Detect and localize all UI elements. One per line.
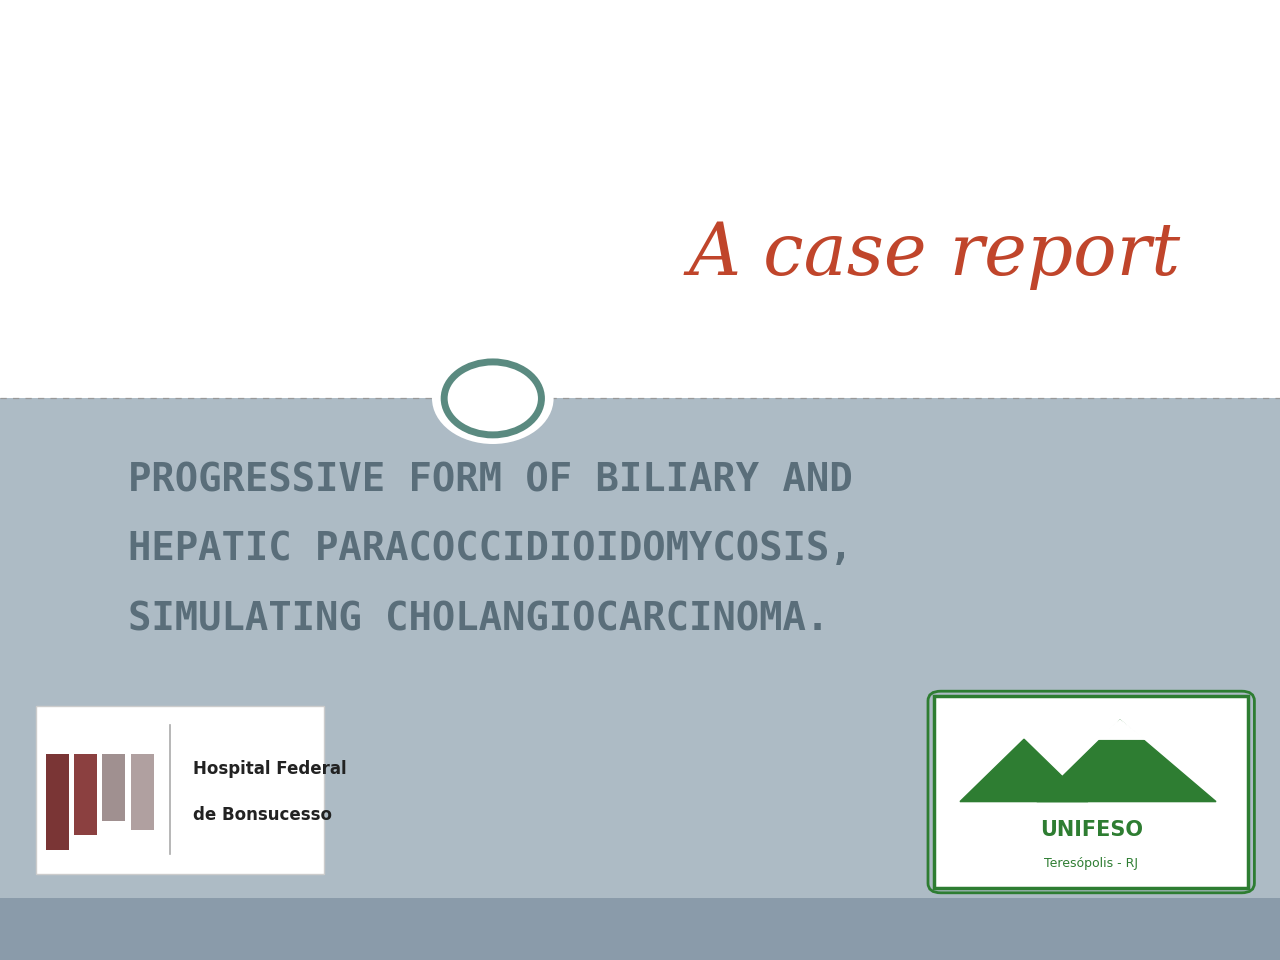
FancyBboxPatch shape: [46, 754, 69, 850]
FancyBboxPatch shape: [102, 754, 125, 821]
Text: HEPATIC PARACOCCIDIOIDOMYCOSIS,: HEPATIC PARACOCCIDIOIDOMYCOSIS,: [128, 530, 852, 568]
FancyBboxPatch shape: [0, 898, 1280, 960]
FancyBboxPatch shape: [131, 754, 154, 830]
Text: SIMULATING CHOLANGIOCARCINOMA.: SIMULATING CHOLANGIOCARCINOMA.: [128, 600, 829, 638]
Polygon shape: [1037, 720, 1216, 802]
Circle shape: [433, 353, 554, 444]
Text: UNIFESO: UNIFESO: [1039, 821, 1143, 840]
Text: de Bonsucesso: de Bonsucesso: [193, 805, 333, 824]
Text: A case report: A case report: [689, 219, 1180, 290]
Text: Hospital Federal: Hospital Federal: [193, 760, 347, 779]
Circle shape: [444, 362, 541, 435]
FancyBboxPatch shape: [36, 706, 324, 874]
FancyBboxPatch shape: [0, 398, 1280, 898]
Text: Teresópolis - RJ: Teresópolis - RJ: [1044, 856, 1138, 870]
Polygon shape: [1094, 720, 1146, 739]
FancyBboxPatch shape: [74, 754, 97, 835]
Text: PROGRESSIVE FORM OF BILIARY AND: PROGRESSIVE FORM OF BILIARY AND: [128, 461, 852, 499]
Polygon shape: [960, 739, 1088, 802]
FancyBboxPatch shape: [0, 0, 1280, 398]
FancyBboxPatch shape: [934, 696, 1248, 888]
